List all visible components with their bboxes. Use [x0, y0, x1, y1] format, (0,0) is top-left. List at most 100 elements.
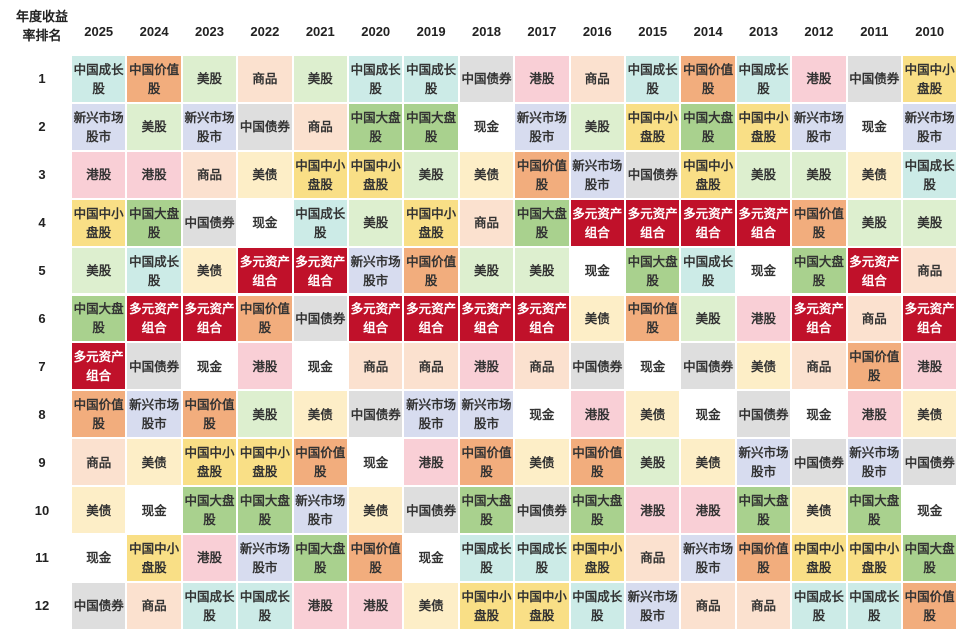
table-cell: 中国大盘股 [846, 486, 902, 534]
table-cell: 美债 [791, 486, 847, 534]
table-cell: 中国价值股 [348, 534, 404, 582]
cell-label: 中国成长股 [73, 61, 124, 96]
table-cell: 多元资产组合 [126, 294, 182, 343]
table-cell: 中国中小盘股 [569, 534, 625, 582]
cell-label: 现金 [141, 502, 167, 518]
cell-label: 港股 [418, 454, 444, 470]
table-cell: 多元资产组合 [791, 294, 847, 343]
table-cell: 中国债券 [126, 342, 182, 391]
cell-label: 中国中小盘股 [572, 540, 623, 575]
cell-label: 新兴市场股市 [572, 157, 623, 192]
cell-label: 美股 [584, 119, 610, 135]
cell-label: 中国成长股 [239, 588, 290, 623]
cell-label: 中国成长股 [295, 205, 346, 240]
table-cell: 中国成长股 [514, 534, 570, 582]
table-cell: 中国价值股 [71, 390, 127, 439]
table-cell: 多元资产组合 [625, 198, 681, 247]
cell-label: 中国债券 [849, 71, 900, 87]
table-cell: 中国债券 [791, 438, 847, 487]
cell-label: 中国成长股 [350, 61, 401, 96]
table-cell: 多元资产组合 [181, 294, 238, 343]
cell-label: 多元资产组合 [627, 205, 678, 240]
cell-label: 中国成长股 [849, 588, 900, 623]
table-cell: 中国价值股 [735, 534, 792, 582]
cell-label: 中国价值股 [461, 445, 512, 480]
cell-label: 中国中小盘股 [129, 540, 180, 575]
table-cell: 美股 [569, 102, 625, 151]
cell-label: 新兴市场股市 [73, 109, 124, 144]
year-header-2017: 2017 [527, 23, 557, 39]
cell-label: 新兴市场股市 [904, 109, 955, 144]
table-cell: 美股 [625, 438, 681, 487]
table-cell: 商品 [71, 438, 127, 487]
table-cell: 美债 [292, 390, 348, 439]
cell-label: 美股 [418, 167, 444, 183]
cell-label: 现金 [584, 263, 610, 279]
year-header-2012: 2012 [804, 23, 834, 39]
cell-label: 中国大盘股 [516, 205, 567, 240]
table-cell: 现金 [403, 534, 459, 582]
table-cell: 新兴市场股市 [569, 150, 625, 199]
table-cell: 美债 [514, 438, 570, 487]
table-cell: 中国债券 [458, 55, 515, 103]
cell-label: 中国中小盘股 [627, 109, 678, 144]
cell-label: 多元资产组合 [184, 301, 235, 336]
cell-label: 现金 [917, 502, 943, 518]
rank-label-4: 4 [38, 215, 46, 231]
table-cell: 新兴市场股市 [902, 102, 958, 151]
table-cell: 中国中小盘股 [735, 102, 792, 151]
table-cell: 中国成长股 [680, 246, 736, 295]
cell-label: 现金 [695, 406, 721, 422]
cell-label: 中国债券 [627, 167, 678, 183]
cell-label: 中国债券 [73, 598, 124, 614]
table-cell: 美股 [71, 246, 127, 295]
cell-label: 商品 [141, 598, 167, 614]
cell-label: 现金 [418, 550, 444, 566]
cell-label: 新兴市场股市 [627, 588, 678, 623]
cell-label: 中国成长股 [406, 61, 457, 96]
table-cell: 中国成长股 [181, 581, 238, 630]
cell-label: 港股 [861, 406, 887, 422]
table-cell: 多元资产组合 [735, 198, 792, 247]
table-cell: 美债 [181, 246, 238, 295]
table-cell: 中国大盘股 [237, 486, 293, 534]
table-cell: 美债 [458, 150, 515, 199]
rank-label-7: 7 [38, 358, 46, 374]
table-cell: 新兴市场股市 [458, 390, 515, 439]
cell-label: 港股 [917, 358, 943, 374]
cell-label: 港股 [529, 71, 555, 87]
rank-label-10: 10 [34, 502, 50, 518]
table-cell: 新兴市场股市 [126, 390, 182, 439]
cell-label: 中国债券 [350, 406, 401, 422]
table-cell: 商品 [625, 534, 681, 582]
cell-label: 现金 [196, 358, 222, 374]
cell-label: 港股 [307, 598, 333, 614]
table-cell: 中国成长股 [292, 198, 348, 247]
cell-label: 美股 [695, 310, 721, 326]
table-cell: 商品 [735, 581, 792, 630]
table-cell: 中国债券 [902, 438, 958, 487]
table-cell: 港股 [514, 55, 570, 103]
cell-label: 多元资产组合 [516, 301, 567, 336]
table-cell: 新兴市场股市 [348, 246, 404, 295]
cell-label: 中国债券 [239, 119, 290, 135]
cell-label: 新兴市场股市 [239, 540, 290, 575]
table-cell: 多元资产组合 [348, 294, 404, 343]
table-cell: 中国大盘股 [902, 534, 958, 582]
cell-label: 新兴市场股市 [129, 397, 180, 432]
table-cell: 新兴市场股市 [403, 390, 459, 439]
table-cell: 美股 [237, 390, 293, 439]
table-cell: 商品 [846, 294, 902, 343]
cell-label: 多元资产组合 [406, 301, 457, 336]
table-cell: 中国价值股 [846, 342, 902, 391]
cell-label: 港股 [252, 358, 278, 374]
table-cell: 中国大盘股 [569, 486, 625, 534]
table-cell: 中国成长股 [403, 55, 459, 103]
table-cell: 中国中小盘股 [403, 198, 459, 247]
corner-label-line2: 率排名 [22, 29, 62, 44]
table-cell: 现金 [514, 390, 570, 439]
table-cell: 港股 [680, 486, 736, 534]
cell-label: 新兴市场股市 [516, 109, 567, 144]
table-cell: 新兴市场股市 [625, 581, 681, 630]
cell-label: 中国价值股 [73, 397, 124, 432]
